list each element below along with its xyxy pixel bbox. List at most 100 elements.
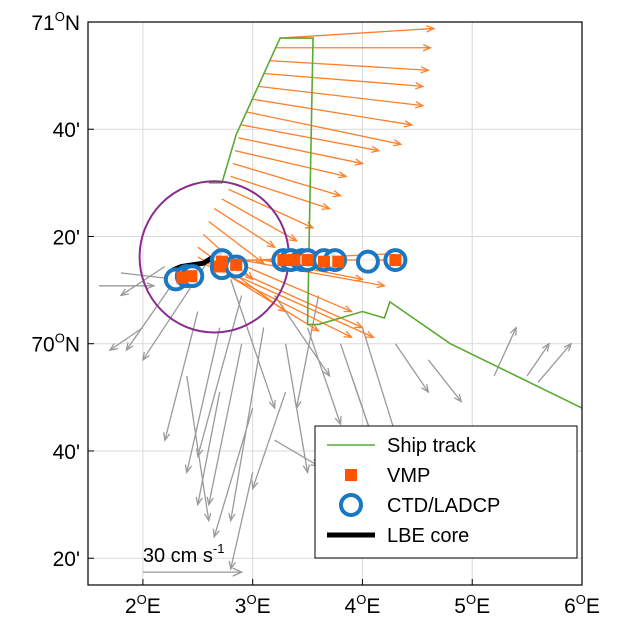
gray-vector — [163, 311, 199, 442]
gray-vector-head — [228, 512, 236, 523]
orange-velocity-vectors — [197, 25, 436, 339]
gray-vector-shaft — [208, 343, 243, 505]
gray-vector-head — [421, 384, 430, 394]
gray-vector-shaft — [109, 327, 144, 351]
orange-vector-head — [420, 66, 430, 74]
gray-vector — [537, 342, 573, 383]
orange-vector-head — [354, 274, 365, 282]
orange-vector-head — [376, 280, 387, 289]
gray-vector-shaft — [274, 439, 319, 467]
orange-vector-head — [343, 330, 353, 339]
gray-vector-shaft — [295, 295, 320, 409]
y-axis-ticks: 71ON 40' 20' 70ON 40' 20' — [31, 9, 94, 571]
orange-vector-shaft — [269, 59, 429, 71]
orange-vector-shaft — [234, 150, 347, 178]
orange-vector-head — [370, 145, 381, 154]
orange-vector-shaft — [230, 259, 352, 313]
orange-vector-head — [255, 256, 265, 265]
orange-vector-shaft — [238, 137, 363, 165]
orange-vector-head — [332, 190, 343, 198]
orange-vector — [230, 175, 332, 210]
gray-vector-shaft — [186, 327, 221, 473]
gray-vector-head — [196, 448, 204, 458]
orange-vector-head — [310, 323, 320, 332]
gray-vector — [228, 472, 254, 571]
gray-vector-head — [251, 480, 259, 491]
gray-vector — [526, 342, 551, 377]
legend-label: CTD/LADCP — [387, 495, 500, 517]
gray-vector-shaft — [164, 311, 199, 441]
orange-vector — [274, 44, 433, 52]
scale-arrow: 30 cm s-1 — [142, 541, 244, 577]
x-axis-ticks: 2OE 3OE 4OE 5OE 6OE — [125, 579, 600, 618]
vmp-station-marker — [332, 255, 345, 268]
gray-vector-shaft — [252, 391, 287, 489]
gray-vector-head — [141, 351, 150, 362]
gray-vector — [493, 326, 517, 377]
ctd-station-marker — [355, 249, 380, 274]
gray-vector-shaft — [306, 327, 342, 425]
gray-vector-shaft — [361, 327, 396, 434]
orange-vector-head — [354, 321, 364, 329]
gray-vector-head — [541, 342, 551, 352]
gray-vector — [294, 295, 320, 410]
gray-vector-shaft — [526, 343, 550, 377]
gray-vector-shaft — [427, 359, 462, 403]
orange-vector-shaft — [232, 162, 341, 197]
legend-label: Ship track — [387, 435, 477, 457]
gray-vector-shaft — [230, 472, 254, 570]
gray-vector — [206, 343, 243, 507]
legend-label: VMP — [387, 465, 430, 487]
orange-vector — [247, 111, 403, 147]
gray-vector-shaft — [197, 295, 243, 457]
y-tick-label: 40' — [53, 441, 80, 464]
gray-vector-head — [212, 528, 220, 539]
gray-vector-head — [563, 342, 573, 352]
orange-vector-shaft — [241, 259, 385, 287]
y-tick-label: 20' — [53, 548, 80, 571]
orange-vector — [241, 124, 381, 154]
orange-vector-shaft — [213, 208, 275, 248]
ship-track-line — [208, 37, 583, 409]
gray-vector-head — [294, 400, 302, 410]
orange-vector-head — [337, 171, 348, 179]
orange-vector-head — [422, 44, 433, 52]
gray-vector-head — [453, 393, 463, 403]
gray-vector-shaft — [230, 327, 265, 521]
orange-vector — [238, 137, 365, 166]
orange-vector-head — [277, 304, 287, 313]
gray-vector-head — [302, 464, 311, 475]
legend: Ship track VMP CTD/LADCP LBE core — [314, 425, 578, 559]
gray-vector-head — [268, 400, 276, 410]
gray-vector — [230, 279, 276, 410]
ship-track — [208, 37, 583, 409]
y-tick-label: 70ON — [31, 331, 80, 357]
gray-vector-head — [125, 342, 134, 352]
x-tick-label: 3OE — [235, 592, 271, 618]
x-tick-label: 4OE — [345, 592, 381, 618]
orange-vector-head — [426, 25, 436, 33]
orange-vector — [221, 198, 299, 242]
orange-vector-shaft — [258, 85, 423, 107]
legend-box — [314, 425, 578, 559]
orange-vector-head — [403, 120, 414, 128]
orange-vector-head — [415, 82, 425, 90]
orange-vector — [252, 98, 414, 128]
orange-vector — [232, 162, 343, 198]
orange-vector — [241, 259, 387, 289]
scale-arrow-head — [232, 567, 244, 577]
legend-label: LBE core — [387, 525, 469, 547]
gray-vector-head — [195, 496, 203, 507]
x-tick-label: 6OE — [564, 592, 600, 618]
orange-vector — [269, 59, 430, 74]
gray-vector-head — [228, 560, 236, 571]
vmp-station-marker — [230, 258, 243, 271]
y-tick-label: 71ON — [31, 9, 80, 35]
gray-vector — [196, 295, 243, 458]
orange-vector-head — [266, 240, 277, 249]
gray-vector — [251, 391, 287, 491]
gray-vector — [195, 391, 221, 507]
gray-vector — [394, 343, 430, 394]
gray-vector — [108, 327, 144, 352]
gray-vector-shaft — [186, 375, 210, 521]
